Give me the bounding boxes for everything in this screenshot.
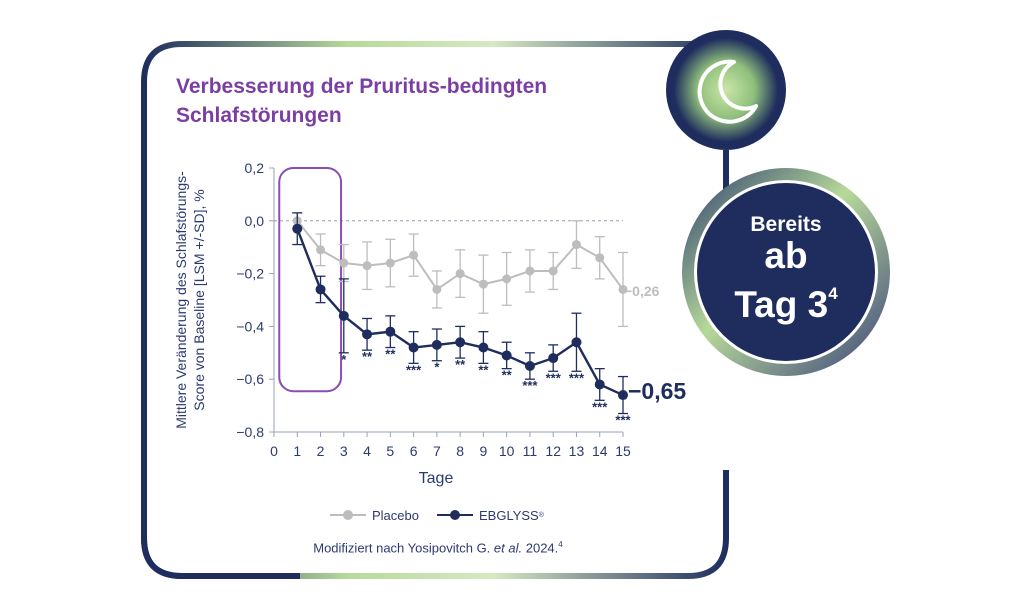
y-tick-label: −0,4 xyxy=(236,318,264,334)
series-placebo xyxy=(292,212,628,328)
significance-marker: *** xyxy=(592,399,608,414)
significance-marker: *** xyxy=(615,413,631,428)
significance-marker: *** xyxy=(569,370,585,385)
significance-marker: ** xyxy=(502,368,513,383)
x-tick-label: 15 xyxy=(615,443,631,459)
badge-line-3: Tag 34 xyxy=(698,274,874,325)
x-tick-label: 2 xyxy=(317,443,325,459)
source-year: 2024. xyxy=(525,540,559,556)
x-tick-label: 8 xyxy=(456,443,464,459)
x-tick-label: 5 xyxy=(386,443,394,459)
x-tick-label: 6 xyxy=(410,443,418,459)
legend-item-placebo: Placebo xyxy=(330,508,419,523)
placebo-point xyxy=(525,266,535,276)
x-tick-label: 0 xyxy=(270,443,278,459)
ebglyss-point xyxy=(618,390,628,401)
significance-marker: ** xyxy=(385,347,396,362)
x-tick-label: 1 xyxy=(293,443,301,459)
placebo-point xyxy=(502,274,512,284)
x-tick-label: 7 xyxy=(433,443,441,459)
badge-line-3-text: Tag 3 xyxy=(734,284,829,325)
significance-marker: *** xyxy=(406,362,422,377)
placebo-point xyxy=(571,240,581,250)
placebo-point xyxy=(618,284,628,294)
source-note: Modifiziert nach Yosipovitch G. et al. 2… xyxy=(268,540,608,555)
placebo-point xyxy=(455,269,465,279)
ebglyss-point xyxy=(431,339,442,350)
placebo-point xyxy=(432,284,442,294)
y-tick-label: 0,0 xyxy=(245,213,265,229)
ebglyss-end-label: −0,65 xyxy=(628,378,686,404)
highlight-box xyxy=(278,167,343,393)
x-tick-label: 14 xyxy=(592,443,608,459)
y-tick-label: 0,2 xyxy=(245,160,265,176)
legend-label-placebo: Placebo xyxy=(372,507,419,523)
placebo-point xyxy=(595,253,605,263)
placebo-point xyxy=(478,279,488,289)
series-ebglyss xyxy=(292,212,628,415)
placebo-end-label: −0,26 xyxy=(624,283,660,299)
significance-marker: * xyxy=(341,352,347,367)
x-tick-label: 12 xyxy=(545,443,561,459)
significance-marker: ** xyxy=(455,357,466,372)
significance-marker: *** xyxy=(546,370,562,385)
ebglyss-point xyxy=(292,223,303,234)
ebglyss-point xyxy=(315,284,326,295)
legend: Placebo EBGLYSS ® xyxy=(330,505,562,525)
chart-title-line-2: Schlafstörungen xyxy=(176,104,342,127)
ebglyss-point xyxy=(338,310,349,321)
ebglyss-point xyxy=(385,326,396,337)
ebglyss-point xyxy=(571,337,582,348)
source-prefix: Modifiziert nach Yosipovitch G. xyxy=(313,540,491,556)
y-tick-label: −0,8 xyxy=(236,424,264,440)
significance-marker: ** xyxy=(362,349,373,364)
x-tick-label: 9 xyxy=(480,443,488,459)
legend-marker-ebglyss xyxy=(436,510,473,520)
ebglyss-point xyxy=(501,350,512,361)
x-tick-label: 11 xyxy=(523,443,538,459)
placebo-point xyxy=(339,258,349,268)
ebglyss-point xyxy=(362,329,373,340)
legend-item-ebglyss: EBGLYSS ® xyxy=(436,507,544,523)
y-tick-label: −0,6 xyxy=(236,371,264,387)
significance-marker: ** xyxy=(478,362,489,377)
chart-title: Verbesserung der Pruritus-bedingten Schl… xyxy=(176,72,656,130)
chart-title-line-1: Verbesserung der Pruritus-bedingten xyxy=(176,75,548,98)
x-tick-label: 4 xyxy=(363,443,371,459)
legend-label-ebglyss-reg: ® xyxy=(538,511,544,519)
placebo-point xyxy=(362,261,372,271)
ebglyss-point xyxy=(455,337,466,348)
x-tick-label: 13 xyxy=(569,443,585,459)
badge-ref: 4 xyxy=(828,284,838,303)
ebglyss-point xyxy=(524,361,535,371)
ebglyss-point xyxy=(478,342,489,353)
significance-marker: * xyxy=(434,360,440,375)
onset-badge-text: Bereits ab Tag 34 xyxy=(698,212,874,325)
x-tick-label: 3 xyxy=(340,443,348,459)
onset-badge xyxy=(682,168,890,376)
placebo-point xyxy=(409,250,419,260)
x-axis-label: Tage xyxy=(419,470,454,487)
badge-line-2: ab xyxy=(764,235,808,276)
moon-icon xyxy=(697,59,758,124)
placebo-point xyxy=(548,266,558,276)
x-tick-label: 10 xyxy=(499,443,515,459)
y-axis-label-line-1: Mittlere Veränderung des Schlafstörungs- xyxy=(173,171,189,429)
legend-marker-placebo xyxy=(330,510,366,520)
significance-marker: *** xyxy=(522,378,538,393)
source-ref: 4 xyxy=(558,540,563,549)
ebglyss-point xyxy=(408,342,419,353)
y-tick-label: −0,2 xyxy=(236,266,264,282)
legend-label-ebglyss: EBGLYSS xyxy=(478,507,539,523)
y-axis-label-line-2: Score von Baseline [LSM +/-SD], % xyxy=(191,189,207,410)
placebo-point xyxy=(316,245,326,255)
badge-line-1: Bereits xyxy=(750,213,822,236)
source-etal: et al. xyxy=(493,540,523,556)
moon-badge xyxy=(666,30,786,150)
ebglyss-point xyxy=(594,379,605,390)
ebglyss-point xyxy=(548,353,559,364)
placebo-point xyxy=(385,258,395,268)
